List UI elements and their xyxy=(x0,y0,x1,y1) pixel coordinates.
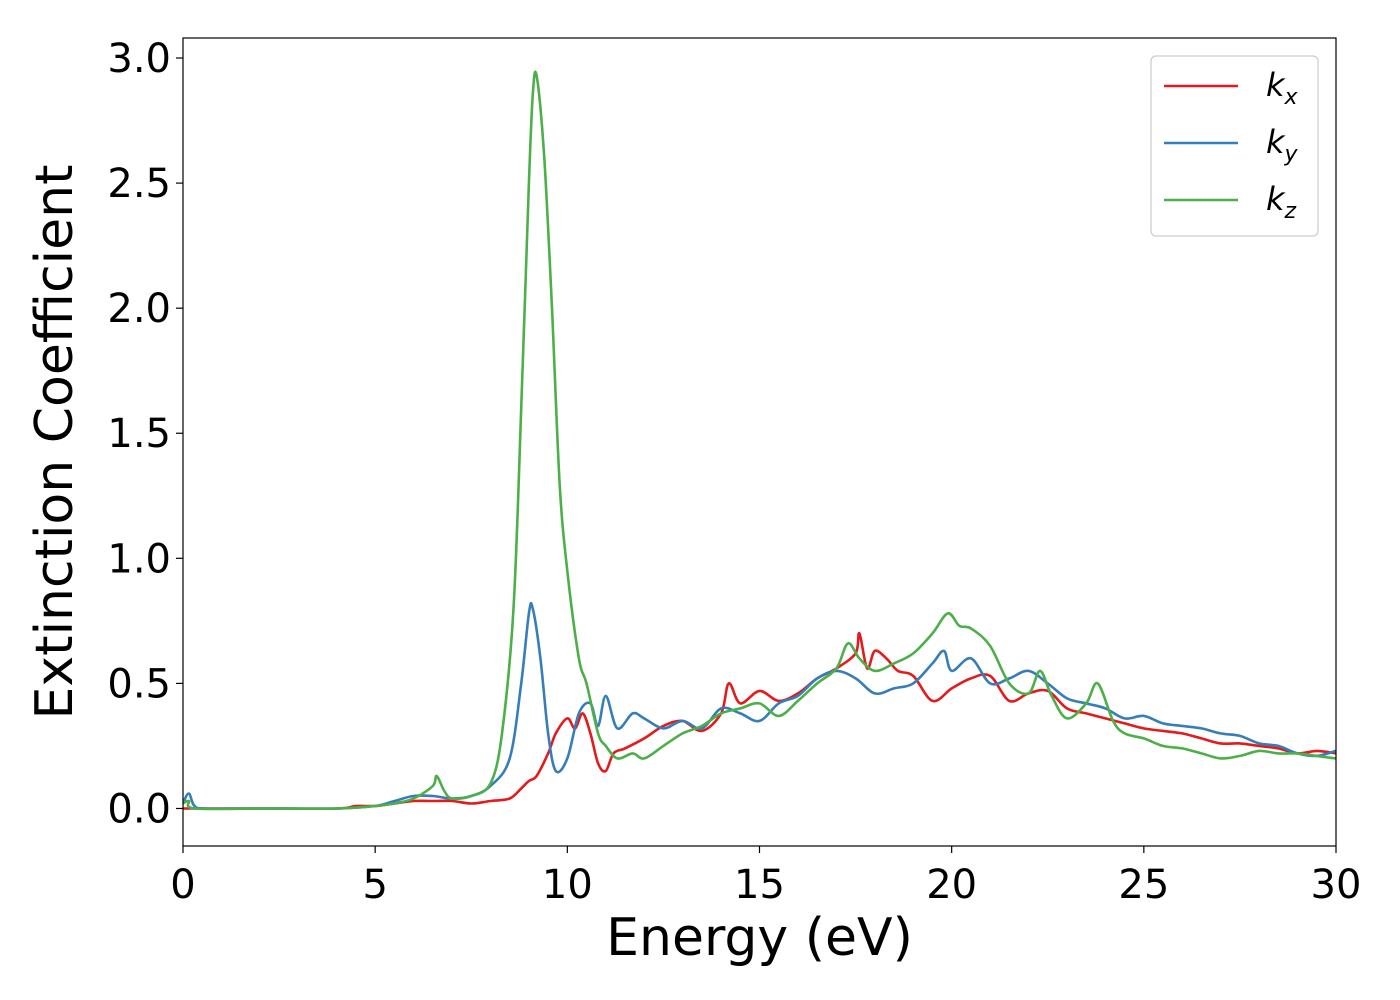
x-tick-label: 20 xyxy=(926,862,977,908)
x-tick-label: 0 xyxy=(170,862,195,908)
x-tick-label: 5 xyxy=(362,862,387,908)
series-line-x xyxy=(183,631,1336,810)
x-tick-label: 30 xyxy=(1311,862,1362,908)
x-tick-label: 25 xyxy=(1118,862,1169,908)
y-tick-label: 0.5 xyxy=(107,661,171,707)
y-tick-label: 2.5 xyxy=(107,161,171,207)
legend-label-z: kz xyxy=(1266,180,1297,224)
x-axis-label: Energy (eV) xyxy=(606,908,913,968)
x-tick-label: 10 xyxy=(542,862,593,908)
series-line-z xyxy=(183,70,1336,811)
y-tick-label: 1.0 xyxy=(107,536,171,582)
x-tick-label: 15 xyxy=(734,862,785,908)
legend: kx ky kz xyxy=(1150,55,1319,237)
y-axis-label: Extinction Coefficient xyxy=(25,165,85,720)
series-layer xyxy=(183,70,1336,811)
ticks-layer: 0 5 10 15 20 25 30 0.0 0.5 1.0 1.5 2.0 2.5 3.0 xyxy=(107,36,1361,908)
series-line-y xyxy=(183,602,1336,810)
y-tick-label: 3.0 xyxy=(107,36,171,82)
y-tick-label: 1.5 xyxy=(107,411,171,457)
legend-box xyxy=(1150,55,1319,237)
legend-label-y: ky xyxy=(1266,123,1299,167)
y-tick-label: 0.0 xyxy=(107,786,171,832)
legend-label-x: kx xyxy=(1266,66,1299,110)
y-tick-label: 2.0 xyxy=(107,286,171,332)
